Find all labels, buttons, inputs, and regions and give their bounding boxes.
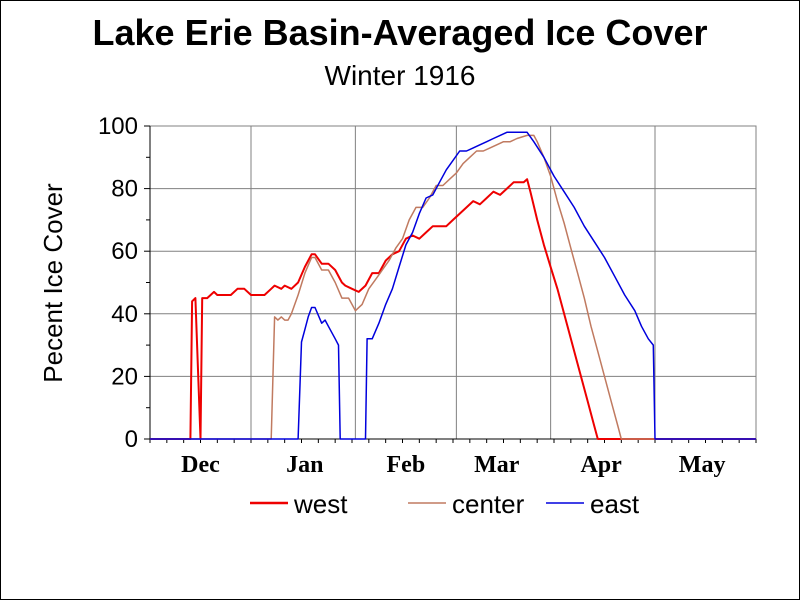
legend-label-center: center bbox=[452, 489, 525, 519]
axes bbox=[144, 125, 757, 443]
series-line-west bbox=[150, 178, 756, 440]
y-axis-label: Pecent Ice Cover bbox=[38, 183, 68, 383]
y-tick-label: 0 bbox=[125, 426, 138, 453]
x-tick-label: Mar bbox=[474, 452, 520, 478]
y-tick-label: 20 bbox=[111, 363, 138, 390]
legend-label-east: east bbox=[590, 489, 640, 519]
chart-title: Lake Erie Basin-Averaged Ice Cover bbox=[92, 12, 708, 53]
chart-subtitle: Winter 1916 bbox=[324, 60, 476, 91]
plot-area bbox=[149, 125, 757, 440]
x-tick-label: Dec bbox=[181, 452, 220, 478]
y-tick-labels: 0 20 40 60 80 100 bbox=[98, 113, 138, 453]
x-tick-label: Feb bbox=[387, 452, 426, 478]
legend: west center east bbox=[250, 489, 640, 519]
gridlines bbox=[150, 125, 757, 439]
x-tick-labels: Dec Jan Feb Mar Apr May bbox=[181, 452, 725, 478]
x-tick-label: Apr bbox=[580, 452, 622, 478]
series-lines bbox=[150, 131, 756, 440]
series-line-east bbox=[150, 131, 756, 440]
legend-label-west: west bbox=[293, 489, 348, 519]
y-tick-label: 100 bbox=[98, 113, 138, 140]
y-tick-label: 80 bbox=[111, 176, 138, 203]
y-tick-label: 60 bbox=[111, 238, 138, 265]
x-tick-label: Jan bbox=[286, 452, 323, 478]
x-tick-label: May bbox=[679, 452, 726, 478]
series-line-center bbox=[150, 134, 756, 440]
y-tick-label: 40 bbox=[111, 301, 138, 328]
